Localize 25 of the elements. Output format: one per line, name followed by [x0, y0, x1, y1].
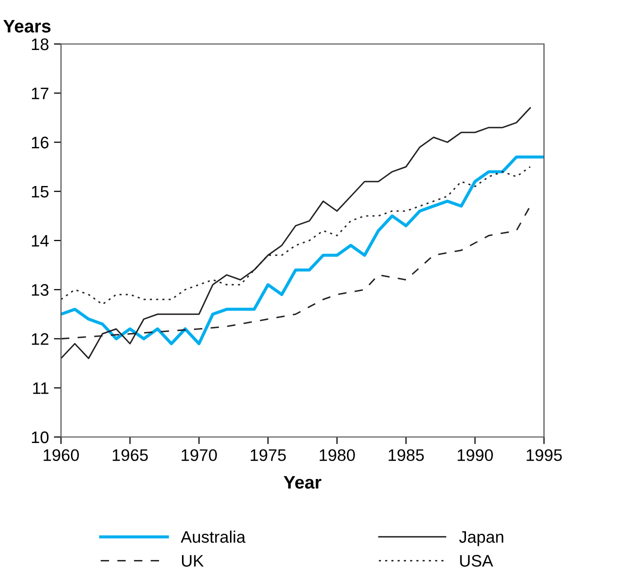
x-tick-label: 1990 — [458, 449, 493, 462]
legend-label: USA — [460, 554, 494, 567]
legend-label: UK — [182, 555, 204, 567]
x-tick-label: 1975 — [250, 449, 286, 462]
x-tick-label: 1970 — [182, 449, 217, 462]
x-tick-label: 1965 — [112, 449, 148, 462]
y-tick-label: 11 — [33, 382, 48, 394]
y-tick-label: 17 — [32, 88, 48, 100]
y-axis-title: Years — [3, 20, 50, 33]
x-tick-label: 1985 — [388, 449, 424, 462]
y-tick-label: 16 — [32, 136, 48, 148]
y-tick-label: 15 — [32, 186, 48, 198]
y-tick-label: 14 — [32, 235, 49, 247]
y-tick-label: 12 — [32, 333, 48, 345]
x-axis-title: Year — [284, 476, 322, 489]
y-tick-label: 18 — [32, 38, 48, 50]
legend-label: Australia — [180, 530, 246, 543]
line-series — [61, 107, 531, 360]
x-tick-label: 1980 — [320, 449, 355, 462]
x-tick-label: 1960 — [44, 449, 79, 462]
y-tick-label: 10 — [32, 431, 49, 444]
x-tick-label: 1995 — [526, 449, 562, 462]
line-series — [61, 155, 544, 346]
y-tick-label: 13 — [32, 284, 48, 296]
legend-label: Japan — [459, 531, 504, 546]
